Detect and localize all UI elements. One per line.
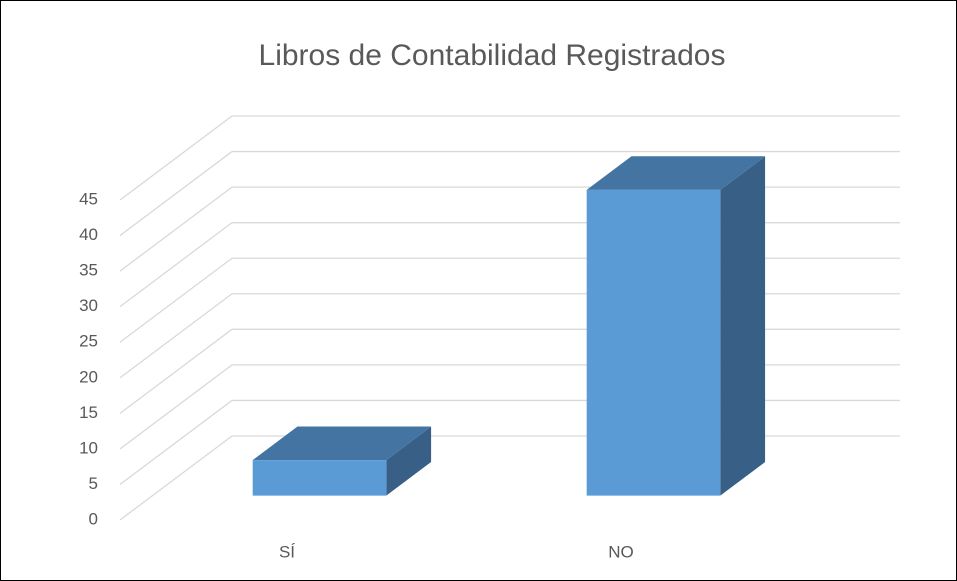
bar-side — [720, 156, 766, 496]
y-tick-label: 30 — [79, 296, 98, 315]
y-tick-label: 5 — [89, 474, 98, 493]
bar-side — [386, 426, 432, 496]
y-tick-label: 15 — [79, 403, 98, 422]
bar-front — [252, 460, 387, 496]
y-tick-label: 10 — [79, 438, 98, 457]
x-tick-label: NO — [608, 542, 634, 561]
bar — [252, 426, 432, 496]
bar-front — [586, 189, 721, 496]
bar-top — [252, 426, 432, 461]
grid-line — [119, 150, 900, 237]
grid-line — [119, 115, 900, 201]
y-tick-label: 40 — [79, 225, 98, 244]
y-tick-label: 20 — [79, 367, 98, 386]
y-tick-label: 25 — [79, 332, 98, 351]
y-tick-label: 35 — [79, 261, 98, 280]
y-tick-label: 0 — [89, 509, 98, 528]
x-tick-label: SÍ — [279, 542, 295, 561]
bar — [586, 156, 766, 496]
bar-top — [586, 156, 766, 190]
chart-title: Libros de Contabilidad Registrados — [259, 39, 726, 72]
y-tick-label: 45 — [79, 189, 98, 208]
